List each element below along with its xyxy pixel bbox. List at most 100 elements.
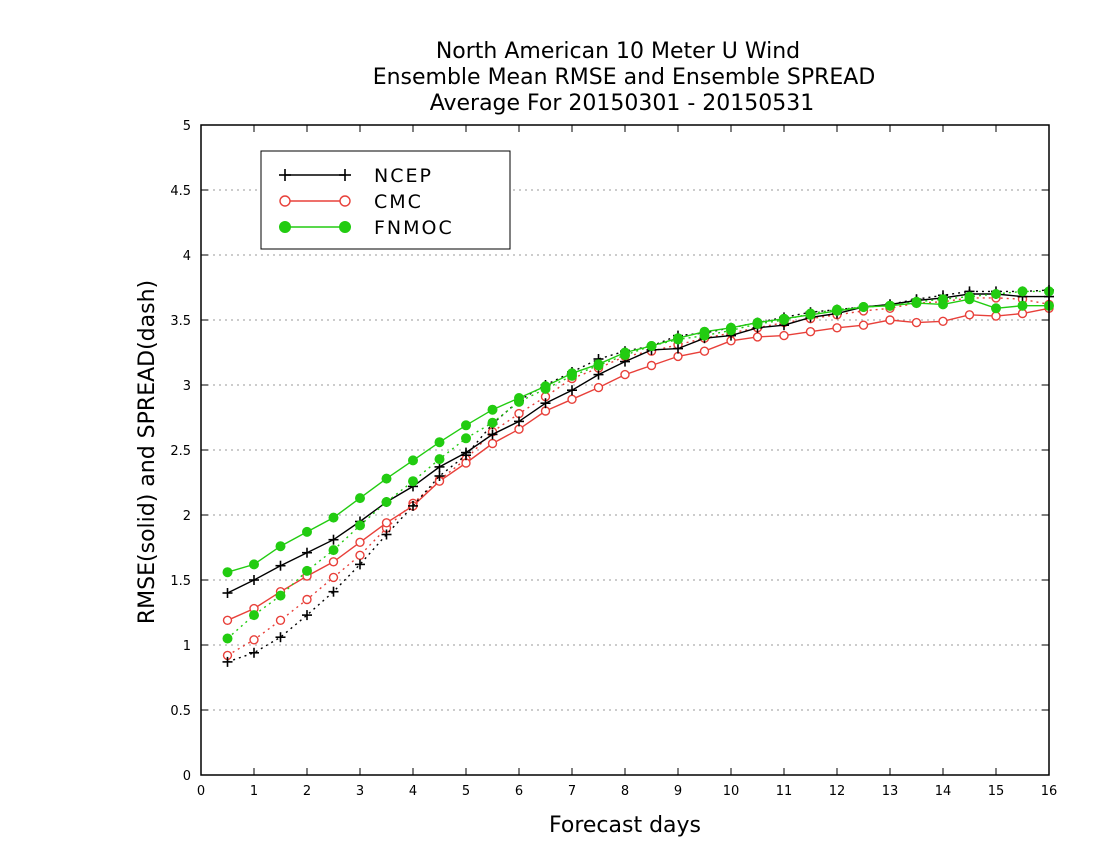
legend-item-fnmoc: FNMOC xyxy=(279,217,454,239)
data-point-plus xyxy=(275,632,286,643)
data-point-open-circle xyxy=(328,572,339,583)
data-point-filled-circle xyxy=(1017,286,1028,297)
data-point-open-circle xyxy=(355,550,365,560)
data-point-filled-circle xyxy=(222,567,233,578)
fnmoc-spread-line xyxy=(227,290,1049,640)
data-point-open-circle xyxy=(938,316,948,326)
data-point-filled-circle xyxy=(461,433,471,444)
data-point-open-circle xyxy=(911,317,922,328)
data-point-open-circle xyxy=(222,615,233,625)
x-tick-label: 16 xyxy=(1041,784,1058,799)
data-point-filled-circle xyxy=(673,333,683,344)
data-point-plus xyxy=(328,586,339,597)
data-point-open-circle xyxy=(514,424,524,434)
data-point-open-circle xyxy=(487,438,498,449)
data-point-plus xyxy=(328,534,339,545)
legend-label: CMC xyxy=(374,191,423,213)
data-point-plus xyxy=(673,343,683,354)
axis-ticks: 00.511.522.533.544.550 1 2 3 4 5 6 7 8 9 10 11 12 13 1… xyxy=(170,119,1057,799)
data-point-filled-circle xyxy=(275,590,286,601)
data-point-filled-circle xyxy=(275,541,286,552)
data-point-plus xyxy=(302,547,312,558)
data-point-open-circle xyxy=(339,195,351,207)
data-point-plus xyxy=(339,169,351,181)
chart-title-line-1: North American 10 Meter U Wind xyxy=(436,39,800,64)
data-point-filled-circle xyxy=(620,347,630,358)
data-point-plus xyxy=(279,169,291,181)
data-point-filled-circle xyxy=(540,381,551,392)
y-tick-label: 1.5 xyxy=(170,574,191,589)
y-axis-label: RMSE(solid) and SPREAD(dash) xyxy=(135,280,160,624)
x-tick-label: 3 xyxy=(356,784,364,799)
y-tick-label: 4 xyxy=(183,249,191,264)
x-tick-label: 13 xyxy=(882,784,899,799)
x-tick-label: 12 xyxy=(829,784,846,799)
data-point-open-circle xyxy=(620,369,630,380)
data-point-open-circle xyxy=(593,382,604,393)
data-point-filled-circle xyxy=(514,393,524,403)
data-point-plus xyxy=(249,575,259,585)
series-layer xyxy=(222,285,1054,667)
data-point-open-circle xyxy=(567,394,577,404)
data-point-filled-circle xyxy=(487,404,498,415)
data-point-open-circle xyxy=(249,635,259,645)
data-point-filled-circle xyxy=(726,322,736,333)
y-tick-label: 5 xyxy=(183,119,191,134)
data-point-open-circle xyxy=(381,518,392,528)
x-tick-label: 5 xyxy=(462,784,470,799)
data-point-open-circle xyxy=(832,323,842,333)
data-point-plus xyxy=(381,529,392,540)
data-point-filled-circle xyxy=(222,633,233,644)
x-tick-label: 0 xyxy=(197,784,205,799)
legend: NCEP CMC FNMOC xyxy=(260,150,511,250)
x-tick-label: 9 xyxy=(674,784,682,799)
data-point-filled-circle xyxy=(381,497,392,507)
data-point-filled-circle xyxy=(699,326,710,337)
data-point-filled-circle xyxy=(302,565,312,576)
data-point-filled-circle xyxy=(991,303,1001,314)
chart-title-line-2: Ensemble Mean RMSE and Ensemble SPREAD xyxy=(373,65,876,90)
data-point-filled-circle xyxy=(779,313,789,324)
data-point-filled-circle xyxy=(885,300,895,311)
x-tick-label: 1 xyxy=(250,784,258,799)
data-point-filled-circle xyxy=(858,302,869,312)
legend-label: NCEP xyxy=(374,165,433,187)
data-point-open-circle xyxy=(964,310,975,320)
data-point-plus xyxy=(408,500,418,511)
data-point-filled-circle xyxy=(249,559,259,570)
data-point-filled-circle xyxy=(302,526,312,537)
legend-item-ncep: NCEP xyxy=(279,165,433,187)
x-tick-label: 15 xyxy=(988,784,1005,799)
data-point-filled-circle xyxy=(328,545,339,556)
legend-label: FNMOC xyxy=(374,217,454,239)
chart-title-line-3: Average For 20150301 - 20150531 xyxy=(430,91,815,116)
x-tick-label: 6 xyxy=(515,784,523,799)
x-tick-label: 10 xyxy=(723,784,740,799)
data-point-filled-circle xyxy=(832,305,842,316)
data-point-plus xyxy=(593,369,604,380)
data-point-filled-circle xyxy=(339,221,351,233)
data-point-plus xyxy=(302,610,312,621)
data-point-filled-circle xyxy=(805,309,816,320)
data-point-filled-circle xyxy=(1017,300,1028,311)
data-point-filled-circle xyxy=(434,454,445,465)
data-point-plus xyxy=(222,588,233,598)
data-point-filled-circle xyxy=(646,341,657,351)
legend-box xyxy=(260,150,511,250)
data-point-filled-circle xyxy=(991,289,1001,299)
y-tick-label: 2.5 xyxy=(170,444,191,459)
data-point-open-circle xyxy=(646,360,657,371)
data-point-filled-circle xyxy=(911,298,922,309)
data-point-plus xyxy=(355,559,365,570)
data-point-open-circle xyxy=(355,537,365,547)
data-point-filled-circle xyxy=(487,417,498,428)
y-tick-label: 3 xyxy=(183,379,191,394)
data-point-open-circle xyxy=(699,346,710,356)
x-tick-label: 7 xyxy=(568,784,576,799)
data-point-filled-circle xyxy=(381,473,392,484)
data-point-filled-circle xyxy=(408,476,418,487)
data-point-filled-circle xyxy=(461,420,471,431)
data-point-open-circle xyxy=(805,327,816,337)
x-tick-label: 2 xyxy=(303,784,311,799)
